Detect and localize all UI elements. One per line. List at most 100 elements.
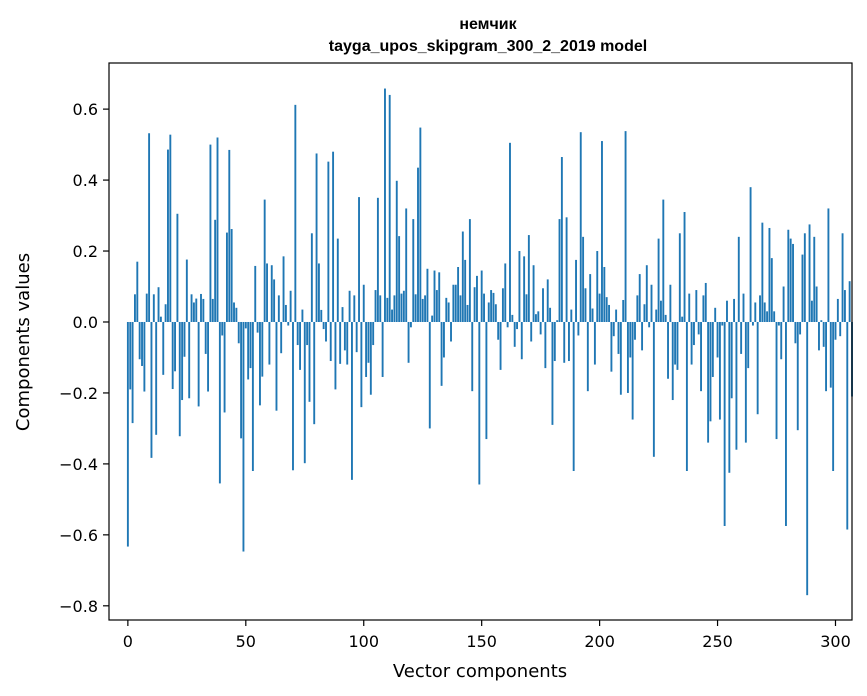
bar-201 <box>601 141 603 322</box>
bar-73 <box>299 321 301 370</box>
bar-280 <box>787 229 790 322</box>
bar-174 <box>537 311 540 322</box>
bar-212 <box>626 321 629 393</box>
bar-47 <box>237 321 240 344</box>
bar-150 <box>480 270 483 322</box>
bar-244 <box>702 295 705 322</box>
bar-194 <box>584 288 587 322</box>
bar-205 <box>610 321 613 372</box>
bar-242 <box>697 321 700 335</box>
bar-217 <box>638 274 641 322</box>
bar-295 <box>822 321 825 347</box>
bar-25 <box>185 259 188 322</box>
bar-287 <box>803 233 806 322</box>
bar-27 <box>190 294 193 322</box>
bar-83 <box>322 321 325 330</box>
bar-87 <box>332 151 335 322</box>
bar-2 <box>131 321 134 424</box>
bar-108 <box>381 321 384 377</box>
bar-216 <box>636 295 639 322</box>
bar-48 <box>240 321 243 439</box>
bar-100 <box>362 284 365 322</box>
bar-8 <box>145 293 148 322</box>
bar-10 <box>150 321 153 458</box>
bar-283 <box>794 321 797 344</box>
bar-168 <box>523 256 526 322</box>
bar-42 <box>225 232 228 322</box>
bar-279 <box>785 321 787 526</box>
bar-161 <box>506 321 509 328</box>
bar-305 <box>846 321 849 530</box>
x-axis-ticks: 0 50 100 150 200 250 300 <box>123 620 851 651</box>
bar-147 <box>473 287 476 322</box>
bar-267 <box>756 321 759 415</box>
bar-303 <box>841 233 844 322</box>
bar-7 <box>143 321 146 392</box>
bar-19 <box>171 321 174 390</box>
bar-23 <box>181 321 184 401</box>
bar-80 <box>315 153 318 322</box>
bar-232 <box>674 321 677 365</box>
bar-202 <box>603 267 606 322</box>
bar-190 <box>575 259 577 322</box>
bar-158 <box>499 321 502 370</box>
bar-72 <box>296 321 299 346</box>
bar-219 <box>643 304 646 322</box>
bar-291 <box>813 236 816 322</box>
y-tick-label: −0.2 <box>59 384 98 403</box>
bar-189 <box>572 321 575 471</box>
bar-98 <box>358 197 360 322</box>
bar-269 <box>761 222 764 322</box>
bar-89 <box>336 238 339 322</box>
bar-53 <box>251 321 254 471</box>
bar-172 <box>532 265 535 322</box>
bar-188 <box>570 309 573 322</box>
bar-75 <box>303 321 306 464</box>
bar-137 <box>450 321 452 342</box>
bar-15 <box>162 321 165 375</box>
bar-21 <box>176 213 179 322</box>
bar-282 <box>792 243 794 322</box>
y-axis-ticks: −0.8 −0.6 −0.4 −0.2 0.0 0.2 0.4 0.6 <box>59 100 109 616</box>
bar-233 <box>676 321 679 370</box>
bar-231 <box>671 321 674 401</box>
bar-18 <box>169 134 172 322</box>
bar-50 <box>244 321 247 329</box>
bars-group <box>126 88 853 596</box>
bar-16 <box>164 304 167 322</box>
bar-237 <box>685 321 688 471</box>
bar-225 <box>657 238 660 322</box>
bar-204 <box>608 304 610 322</box>
bar-298 <box>829 321 832 388</box>
y-tick-label: 0.4 <box>73 171 98 190</box>
x-tick-label: 300 <box>820 632 851 651</box>
bar-64 <box>277 295 280 322</box>
bar-143 <box>464 259 467 322</box>
bar-220 <box>645 265 648 322</box>
bar-180 <box>551 321 554 425</box>
bar-184 <box>560 157 563 322</box>
bar-302 <box>839 321 842 337</box>
bar-140 <box>457 267 460 322</box>
x-tick-label: 50 <box>236 632 256 651</box>
bar-230 <box>669 284 672 322</box>
bar-211 <box>624 131 627 322</box>
bar-54 <box>254 265 257 322</box>
bar-224 <box>655 309 658 322</box>
bar-191 <box>577 321 580 336</box>
bar-138 <box>452 284 455 322</box>
bar-102 <box>367 321 370 363</box>
bar-101 <box>365 321 368 377</box>
bar-179 <box>549 307 552 322</box>
x-tick-label: 200 <box>584 632 615 651</box>
bar-56 <box>259 321 261 406</box>
bar-262 <box>744 321 747 443</box>
bar-278 <box>782 286 785 322</box>
bar-123 <box>417 167 419 322</box>
bar-74 <box>301 309 304 322</box>
bar-209 <box>619 321 622 395</box>
bar-213 <box>629 321 632 358</box>
bar-69 <box>289 290 292 322</box>
bar-146 <box>471 321 474 392</box>
bar-46 <box>235 307 238 322</box>
